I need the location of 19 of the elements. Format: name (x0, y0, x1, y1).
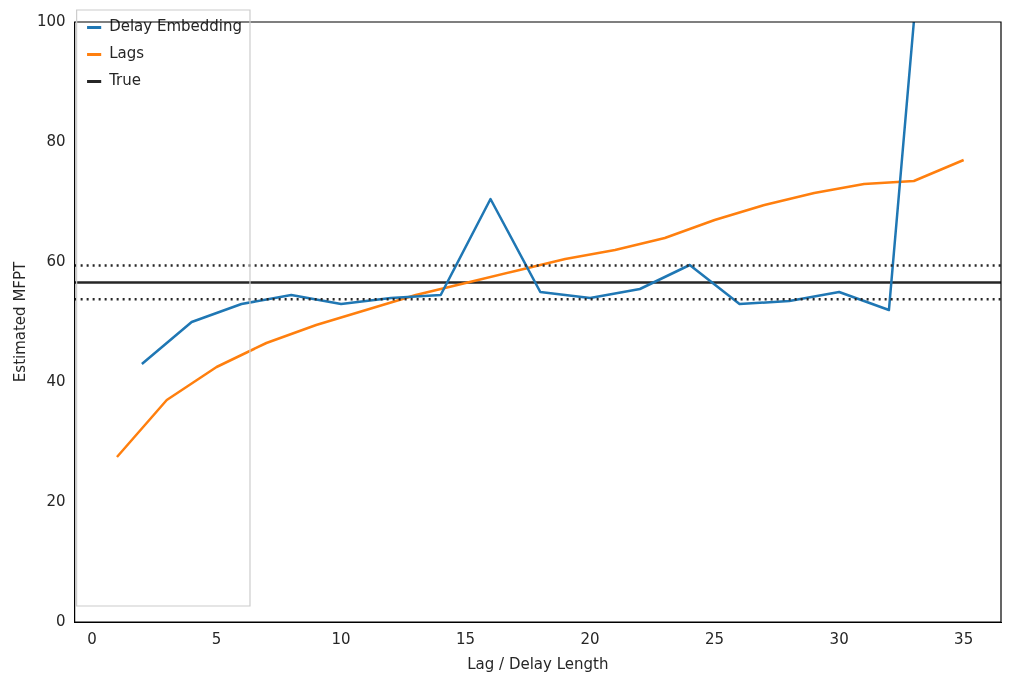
y-tick-label: 100 (36, 11, 66, 30)
x-tick-label: 35 (954, 629, 974, 648)
x-tick-label: 5 (211, 629, 222, 648)
y-axis-title: Estimated MFPT (10, 261, 29, 383)
x-tick-label: 0 (87, 629, 97, 648)
x-tick-label: 20 (580, 629, 600, 648)
x-axis-title: Lag / Delay Length (467, 654, 609, 673)
x-tick-label: 10 (331, 629, 351, 648)
x-tick-label: 15 (456, 629, 476, 648)
y-tick-label: 80 (46, 131, 66, 150)
y-tick-label: 40 (46, 371, 66, 390)
legend-label: Delay Embedding (109, 17, 243, 36)
y-tick-label: 0 (56, 611, 66, 630)
y-tick-label: 20 (46, 491, 66, 510)
x-tick-label: 25 (705, 629, 725, 648)
x-tick-label: 30 (829, 629, 849, 648)
y-tick-label: 60 (46, 251, 66, 270)
legend-label: True (108, 71, 142, 90)
legend-label: Lags (109, 44, 145, 63)
